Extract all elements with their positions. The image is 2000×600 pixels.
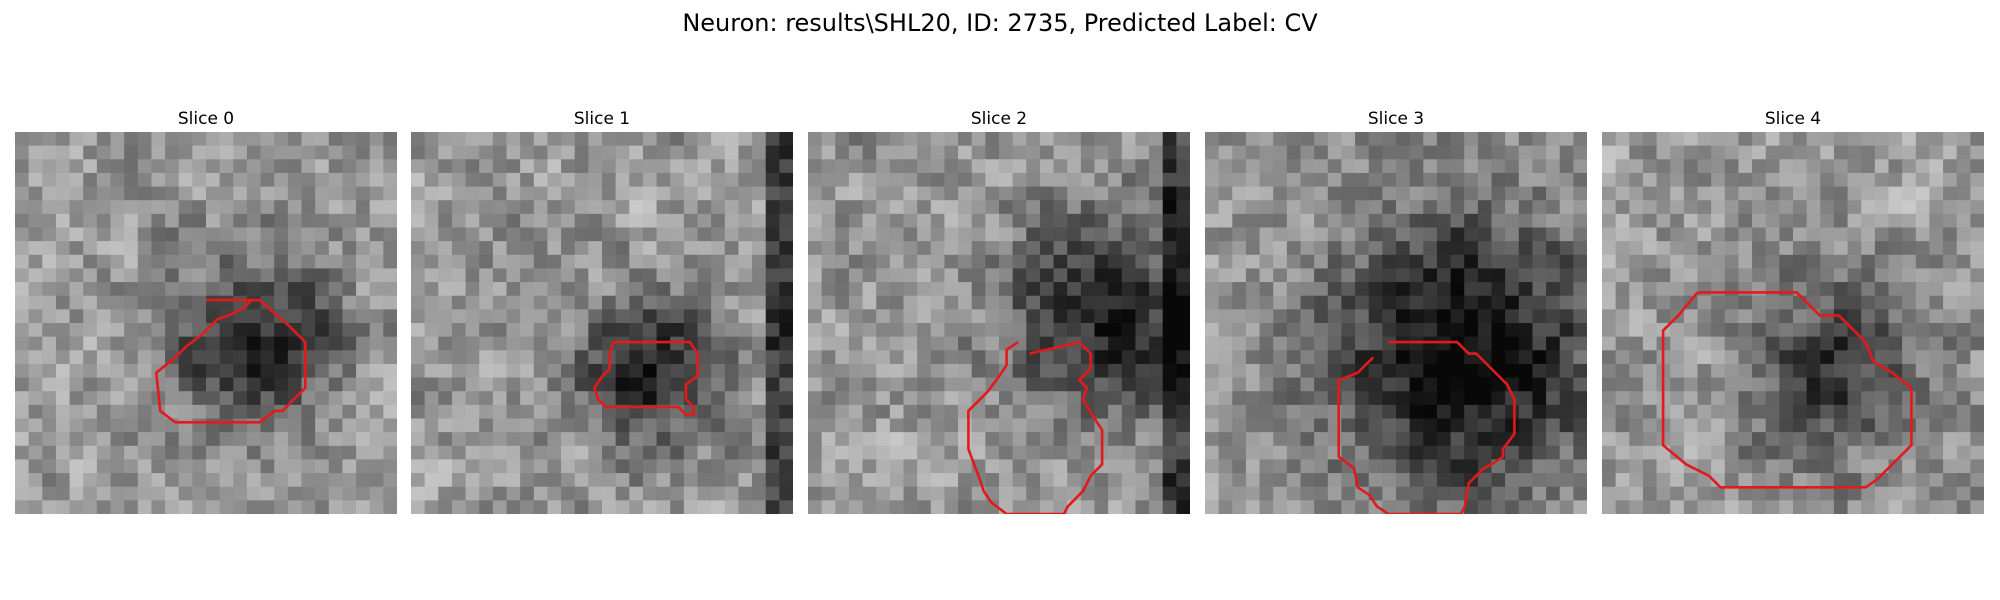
slice-title: Slice 1	[573, 109, 631, 129]
slice-panel: Slice 3	[1205, 108, 1587, 514]
slice-panel: Slice 2	[808, 108, 1190, 514]
pixel-grid	[1602, 132, 1984, 514]
slice-image	[808, 132, 1190, 514]
slice-image	[15, 132, 397, 514]
roi-outline	[1661, 291, 1913, 489]
pixel-grid	[1205, 132, 1587, 514]
slice-image	[1602, 132, 1984, 514]
slice-panel: Slice 4	[1602, 108, 1984, 514]
roi-outline	[967, 340, 1104, 514]
slice-image	[411, 132, 793, 514]
slice-image	[1205, 132, 1587, 514]
roi-outline	[1337, 340, 1516, 514]
slice-title: Slice 2	[970, 109, 1028, 129]
roi-outline	[593, 340, 699, 417]
pixel-grid	[808, 132, 1190, 514]
pixel-grid	[411, 132, 793, 514]
slice-panel: Slice 1	[411, 108, 793, 514]
slice-title: Slice 4	[1764, 109, 1822, 129]
slice-title: Slice 0	[177, 109, 235, 129]
pixel-grid	[15, 132, 397, 514]
roi-outline	[155, 298, 307, 424]
slice-title: Slice 3	[1367, 109, 1425, 129]
slice-panel: Slice 0	[15, 108, 397, 514]
figure-title: Neuron: results\SHL20, ID: 2735, Predict…	[682, 9, 1318, 37]
